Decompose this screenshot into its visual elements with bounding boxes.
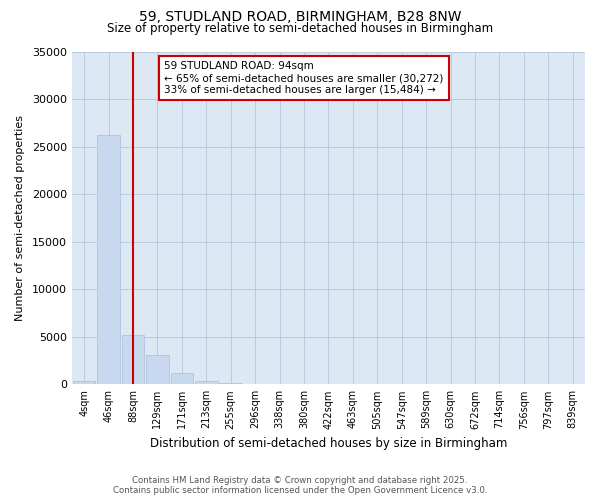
Text: 59 STUDLAND ROAD: 94sqm
← 65% of semi-detached houses are smaller (30,272)
33% o: 59 STUDLAND ROAD: 94sqm ← 65% of semi-de… (164, 62, 443, 94)
Bar (97, 135, 120, 384)
Text: Size of property relative to semi-detached houses in Birmingham: Size of property relative to semi-detach… (107, 22, 493, 35)
Y-axis label: Number of semi-detached properties: Number of semi-detached properties (15, 115, 25, 321)
Bar (195, 380, 218, 384)
Bar (73, 382, 95, 384)
Text: Contains HM Land Registry data © Crown copyright and database right 2025.
Contai: Contains HM Land Registry data © Crown c… (113, 476, 487, 495)
Text: 59, STUDLAND ROAD, BIRMINGHAM, B28 8NW: 59, STUDLAND ROAD, BIRMINGHAM, B28 8NW (139, 10, 461, 24)
Bar (170, 373, 193, 384)
X-axis label: Distribution of semi-detached houses by size in Birmingham: Distribution of semi-detached houses by … (150, 437, 507, 450)
Bar (122, 335, 144, 384)
Bar (146, 355, 169, 384)
